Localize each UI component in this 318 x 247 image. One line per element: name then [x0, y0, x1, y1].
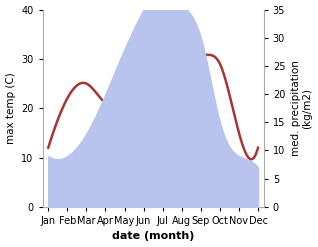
Y-axis label: max temp (C): max temp (C): [5, 72, 16, 144]
Y-axis label: med. precipitation
(kg/m2): med. precipitation (kg/m2): [291, 60, 313, 156]
X-axis label: date (month): date (month): [112, 231, 194, 242]
